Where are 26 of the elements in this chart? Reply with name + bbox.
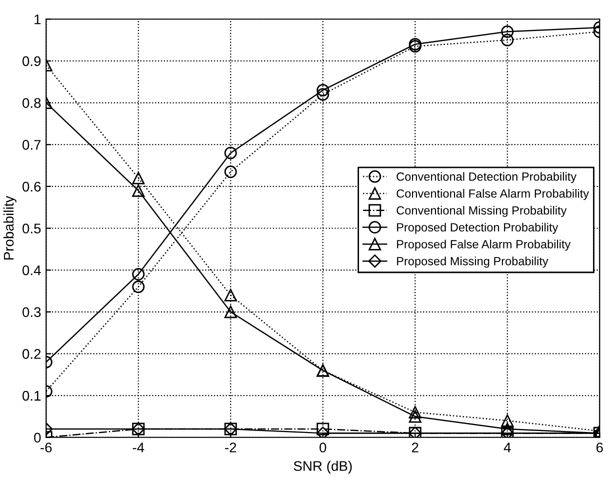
legend-label: Conventional Missing Probability — [396, 206, 567, 217]
legend-label: Conventional Detection Probability — [396, 172, 577, 184]
y-tick-label: 0 — [34, 432, 41, 443]
y-tick-label: 1 — [34, 14, 41, 24]
y-tick-label: 0.5 — [22, 224, 41, 234]
x-tick-label: 6 — [596, 442, 603, 452]
y-tick-label: 0.2 — [22, 349, 41, 359]
y-tick-label: 0.9 — [22, 56, 41, 66]
legend-label: Proposed Detection Probability — [397, 222, 558, 234]
y-tick-label: 0.3 — [22, 307, 41, 318]
y-tick-label: 0.7 — [22, 140, 41, 150]
legend-label: Proposed Missing Probability — [397, 256, 548, 268]
legend-label: Conventional False Alarm Probability — [396, 189, 589, 200]
y-tick-label: 0.6 — [22, 182, 41, 192]
x-tick-label: -4 — [132, 442, 144, 452]
x-axis-title: SNR (dB) — [294, 460, 352, 474]
x-tick-label: -2 — [225, 442, 236, 452]
y-tick-label: 0.4 — [22, 265, 41, 276]
x-tick-label: 0 — [320, 442, 326, 452]
x-tick-label: -6 — [40, 442, 52, 452]
x-tick-label: 4 — [504, 442, 511, 452]
y-tick-label: 0.8 — [22, 98, 41, 108]
legend-label: Proposed False Alarm Probability — [397, 240, 571, 251]
y-tick-label: 0.1 — [22, 390, 41, 401]
x-tick-label: 2 — [412, 442, 418, 452]
y-axis-title: Probability — [3, 196, 16, 260]
